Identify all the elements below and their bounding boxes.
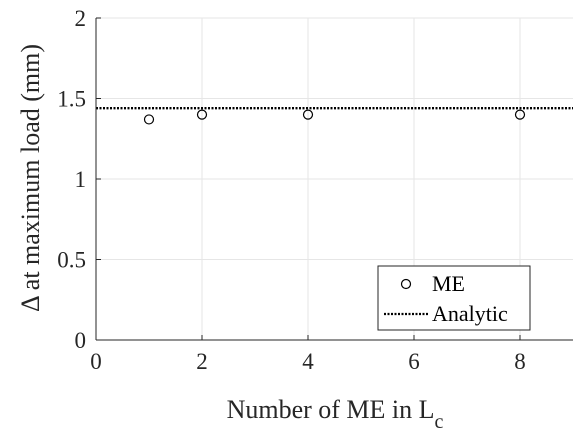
me-point-0 xyxy=(143,114,155,125)
grid xyxy=(96,17,573,340)
legend-box xyxy=(377,265,531,331)
y-tick-label-0: 0 xyxy=(75,328,87,353)
x-axis-label: Number of ME in Lc xyxy=(227,395,444,433)
me-point-3 xyxy=(514,109,526,120)
y-tick-label-3: 1.5 xyxy=(57,87,86,112)
x-tick-label-3: 6 xyxy=(408,349,420,374)
y-tick-label-2: 1 xyxy=(75,167,87,192)
legend-me-label: ME xyxy=(432,271,465,296)
legend: ME Analytic xyxy=(377,265,531,331)
legend-analytic-label: Analytic xyxy=(432,301,508,326)
x-tick-label-0: 0 xyxy=(90,349,102,374)
legend-me-marker xyxy=(400,278,412,290)
me-point-2 xyxy=(302,109,314,120)
x-tick-label-2: 4 xyxy=(302,349,314,374)
me-series xyxy=(143,109,526,125)
y-tick-label-4: 2 xyxy=(75,6,87,31)
x-axis-label-main: Number of ME in L xyxy=(227,395,435,424)
x-tick-label-1: 2 xyxy=(196,349,208,374)
y-tick-label-1: 0.5 xyxy=(57,248,86,273)
y-axis-label: Δ at maximum load (mm) xyxy=(16,44,45,312)
x-tick-label-4: 8 xyxy=(514,349,526,374)
ticks: 0 2 4 6 8 0 0.5 1 1.5 2 xyxy=(57,6,526,374)
me-point-1 xyxy=(196,109,208,120)
x-axis-label-subscript: c xyxy=(435,411,444,433)
